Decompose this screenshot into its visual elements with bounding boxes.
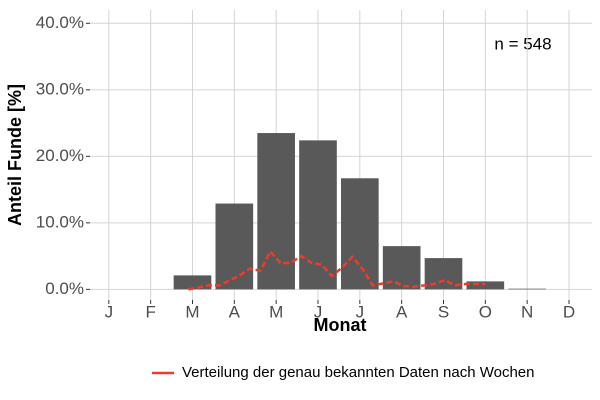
x-tick-label: J: [314, 302, 323, 321]
x-tick-label: D: [563, 302, 575, 321]
y-tick-label: 20.0%: [36, 146, 84, 165]
x-tick-label: O: [479, 302, 492, 321]
y-tick-label: 30.0%: [36, 79, 84, 98]
x-axis-title: Monat: [314, 315, 367, 335]
bar: [299, 140, 337, 290]
line: [188, 249, 486, 291]
bar: [173, 275, 212, 290]
x-tick-label: J: [356, 302, 365, 321]
bar: [466, 281, 505, 290]
x-tick-label: A: [229, 302, 241, 321]
y-axis-title: Anteil Funde [%]: [5, 84, 25, 226]
bar: [508, 288, 546, 290]
x-tick-label: M: [185, 302, 199, 321]
y-tick-label: 0.0%: [45, 279, 84, 298]
x-tick-label: S: [438, 302, 449, 321]
y-tick-label: 10.0%: [36, 212, 84, 231]
bar: [215, 203, 254, 290]
bar: [341, 178, 379, 290]
annotation: n = 548: [494, 34, 551, 53]
y-tick-label: 40.0%: [36, 13, 84, 32]
legend-label: Verteilung der genau bekannten Daten nac…: [182, 364, 535, 381]
x-tick-label: A: [396, 302, 408, 321]
x-tick-label: F: [145, 302, 155, 321]
x-tick-label: M: [269, 302, 283, 321]
x-tick-label: N: [521, 302, 533, 321]
x-tick-label: J: [105, 302, 114, 321]
